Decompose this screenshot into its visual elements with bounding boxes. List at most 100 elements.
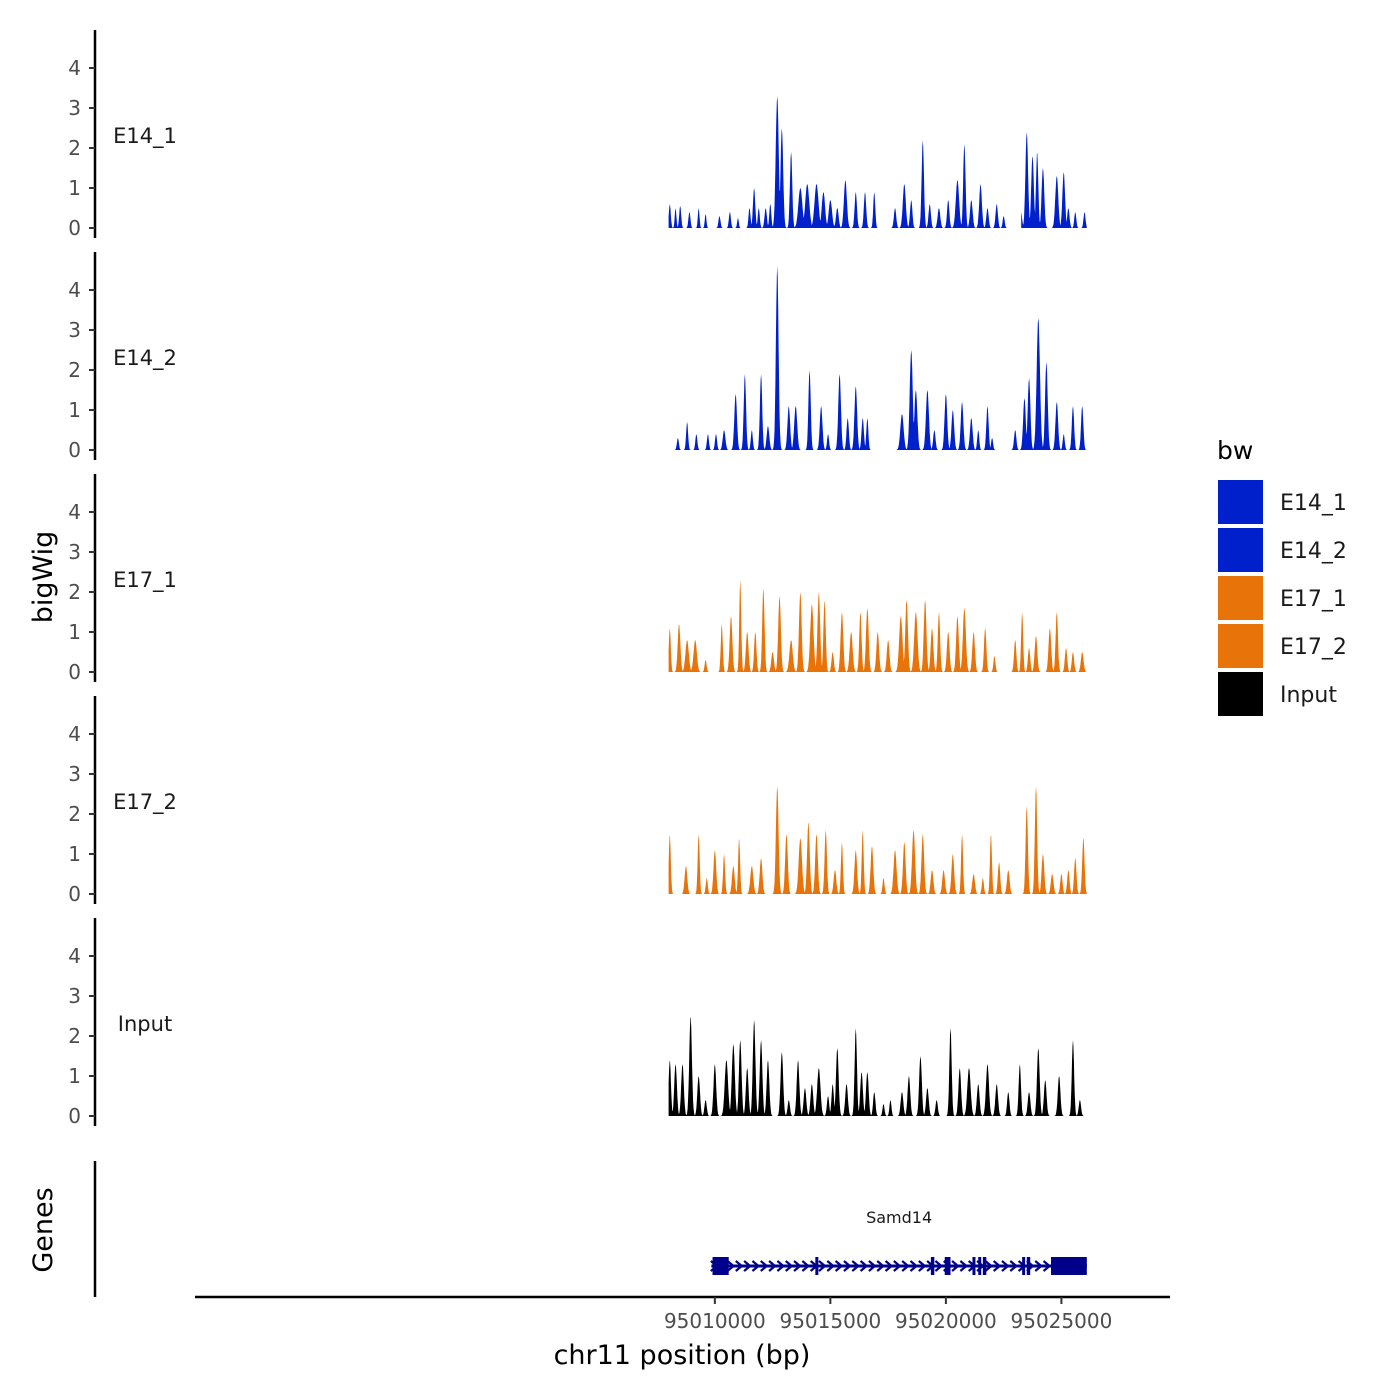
genes-panel-title: Genes xyxy=(28,1187,59,1272)
coverage-area xyxy=(1011,612,1087,672)
coverage-area xyxy=(668,1017,1087,1116)
strand-chevron xyxy=(901,1260,910,1272)
x-axis-title: chr11 position (bp) xyxy=(554,1340,811,1371)
y-tick-label: 1 xyxy=(68,176,81,200)
coverage-area xyxy=(668,835,675,894)
legend-title: bw xyxy=(1217,436,1253,465)
legend-label: Input xyxy=(1280,683,1337,708)
gene-exon xyxy=(1026,1257,1031,1275)
y-tick-label: 3 xyxy=(68,96,81,120)
strand-chevron xyxy=(1042,1260,1052,1272)
coverage-area xyxy=(1021,132,1087,228)
strand-chevron xyxy=(992,1260,1002,1272)
track-e14-1: 0 1 2 3 4 E14_1 xyxy=(68,30,1087,240)
y-axis-title: bigWig xyxy=(28,531,59,624)
strand-chevron xyxy=(843,1260,852,1272)
legend: bw E14_1 E14_2 E17_1 E17_2 Input xyxy=(1217,436,1347,716)
strand-chevron xyxy=(760,1260,769,1272)
strand-chevron xyxy=(784,1260,794,1272)
y-tick-label: 3 xyxy=(68,540,81,564)
strand-chevron xyxy=(768,1260,777,1272)
gene-exon xyxy=(972,1257,976,1275)
legend-label: E17_1 xyxy=(1280,587,1347,612)
gene-exon xyxy=(712,1257,729,1275)
strand-chevron xyxy=(793,1260,802,1272)
y-tick-label: 0 xyxy=(68,216,81,240)
y-tick-label: 2 xyxy=(68,136,81,160)
strand-chevron xyxy=(1034,1260,1043,1272)
coverage-area xyxy=(888,140,1007,228)
track-e17-2: 0 1 2 3 4 E17_2 xyxy=(68,696,1087,906)
strand-chevron xyxy=(959,1260,969,1272)
track-label: E14_1 xyxy=(113,124,177,149)
legend-label: E14_1 xyxy=(1280,491,1347,516)
legend-swatch xyxy=(1218,480,1263,524)
strand-chevron xyxy=(876,1260,885,1272)
strand-chevron xyxy=(918,1260,927,1272)
strand-chevron xyxy=(826,1260,836,1272)
gene-exon xyxy=(1051,1257,1087,1275)
strand-chevron xyxy=(859,1260,869,1272)
x-axis: 95010000 95015000 95020000 95025000 xyxy=(195,1295,1170,1333)
gene-exon xyxy=(978,1257,982,1275)
y-tick-label: 1 xyxy=(68,1064,81,1088)
gene-exon xyxy=(930,1257,935,1275)
y-tick-label: 2 xyxy=(68,580,81,604)
coverage-area xyxy=(713,580,1002,672)
strand-chevron xyxy=(868,1260,877,1272)
legend-swatch xyxy=(1218,576,1263,620)
gene-exon xyxy=(815,1257,819,1275)
y-tick-label: 1 xyxy=(68,398,81,422)
gene-panel: Samd14 xyxy=(93,1161,1087,1297)
legend-label: E14_2 xyxy=(1280,539,1347,564)
strand-chevron xyxy=(751,1260,761,1272)
y-tick-label: 0 xyxy=(68,660,81,684)
strand-chevron xyxy=(851,1260,860,1272)
strand-chevron xyxy=(984,1260,994,1272)
y-tick-label: 1 xyxy=(68,842,81,866)
strand-chevron xyxy=(818,1260,827,1272)
y-tick-label: 4 xyxy=(68,500,81,524)
y-tick-label: 0 xyxy=(68,882,81,906)
strand-chevron xyxy=(884,1260,894,1272)
gene-exon xyxy=(982,1257,987,1275)
y-tick-label: 0 xyxy=(68,438,81,462)
y-tick-label: 0 xyxy=(68,1104,81,1128)
y-tick-label: 2 xyxy=(68,1024,81,1048)
x-tick-label: 95020000 xyxy=(895,1309,997,1333)
legend-label: E17_2 xyxy=(1280,635,1347,660)
coverage-area xyxy=(1008,318,1087,450)
legend-swatch xyxy=(1218,624,1263,668)
strand-chevron xyxy=(776,1260,786,1272)
y-tick-label: 4 xyxy=(68,722,81,746)
y-tick-label: 2 xyxy=(68,802,81,826)
coverage-area xyxy=(678,786,1087,894)
y-tick-label: 4 xyxy=(68,278,81,302)
strand-chevron xyxy=(934,1260,944,1272)
y-tick-label: 3 xyxy=(68,318,81,342)
strand-chevron xyxy=(801,1260,811,1272)
y-tick-label: 1 xyxy=(68,620,81,644)
strand-chevron xyxy=(735,1260,744,1272)
track-label: Input xyxy=(118,1012,172,1036)
strand-chevron xyxy=(893,1260,902,1272)
y-tick-label: 3 xyxy=(68,762,81,786)
y-tick-label: 2 xyxy=(68,358,81,382)
x-tick-label: 95015000 xyxy=(779,1309,881,1333)
legend-swatch xyxy=(1218,672,1263,716)
x-tick-label: 95025000 xyxy=(1011,1309,1113,1333)
track-input: 0 1 2 3 4 Input xyxy=(68,918,1087,1128)
strand-chevron xyxy=(1009,1260,1018,1272)
gene-name-label: Samd14 xyxy=(866,1208,932,1227)
track-label: E17_1 xyxy=(113,568,177,593)
coverage-area xyxy=(888,350,1004,450)
strand-chevron xyxy=(951,1260,960,1272)
y-tick-label: 3 xyxy=(68,984,81,1008)
y-tick-label: 4 xyxy=(68,56,81,80)
coverage-area xyxy=(673,266,874,450)
gene-exon xyxy=(1022,1257,1026,1275)
strand-chevron xyxy=(834,1260,844,1272)
track-e14-2: 0 1 2 3 4 E14_2 xyxy=(68,252,1087,462)
y-tick-label: 4 xyxy=(68,944,81,968)
